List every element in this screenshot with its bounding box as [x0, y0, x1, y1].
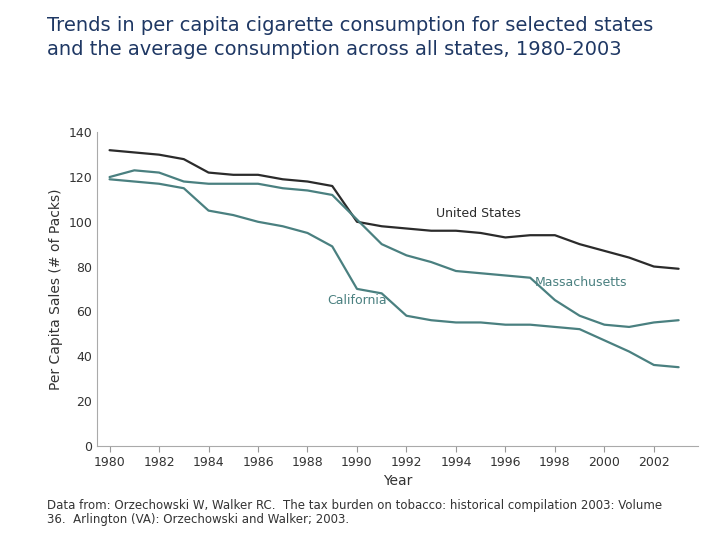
X-axis label: Year: Year	[383, 475, 413, 489]
Text: Massachusetts: Massachusetts	[535, 276, 628, 289]
Text: California: California	[328, 294, 387, 307]
Text: Trends in per capita cigarette consumption for selected states
and the average c: Trends in per capita cigarette consumpti…	[47, 16, 653, 59]
Y-axis label: Per Capita Sales (# of Packs): Per Capita Sales (# of Packs)	[49, 188, 63, 390]
Text: United States: United States	[436, 206, 521, 220]
Text: Data from: Orzechowski W, Walker RC.  The tax burden on tobacco: historical comp: Data from: Orzechowski W, Walker RC. The…	[47, 498, 662, 526]
